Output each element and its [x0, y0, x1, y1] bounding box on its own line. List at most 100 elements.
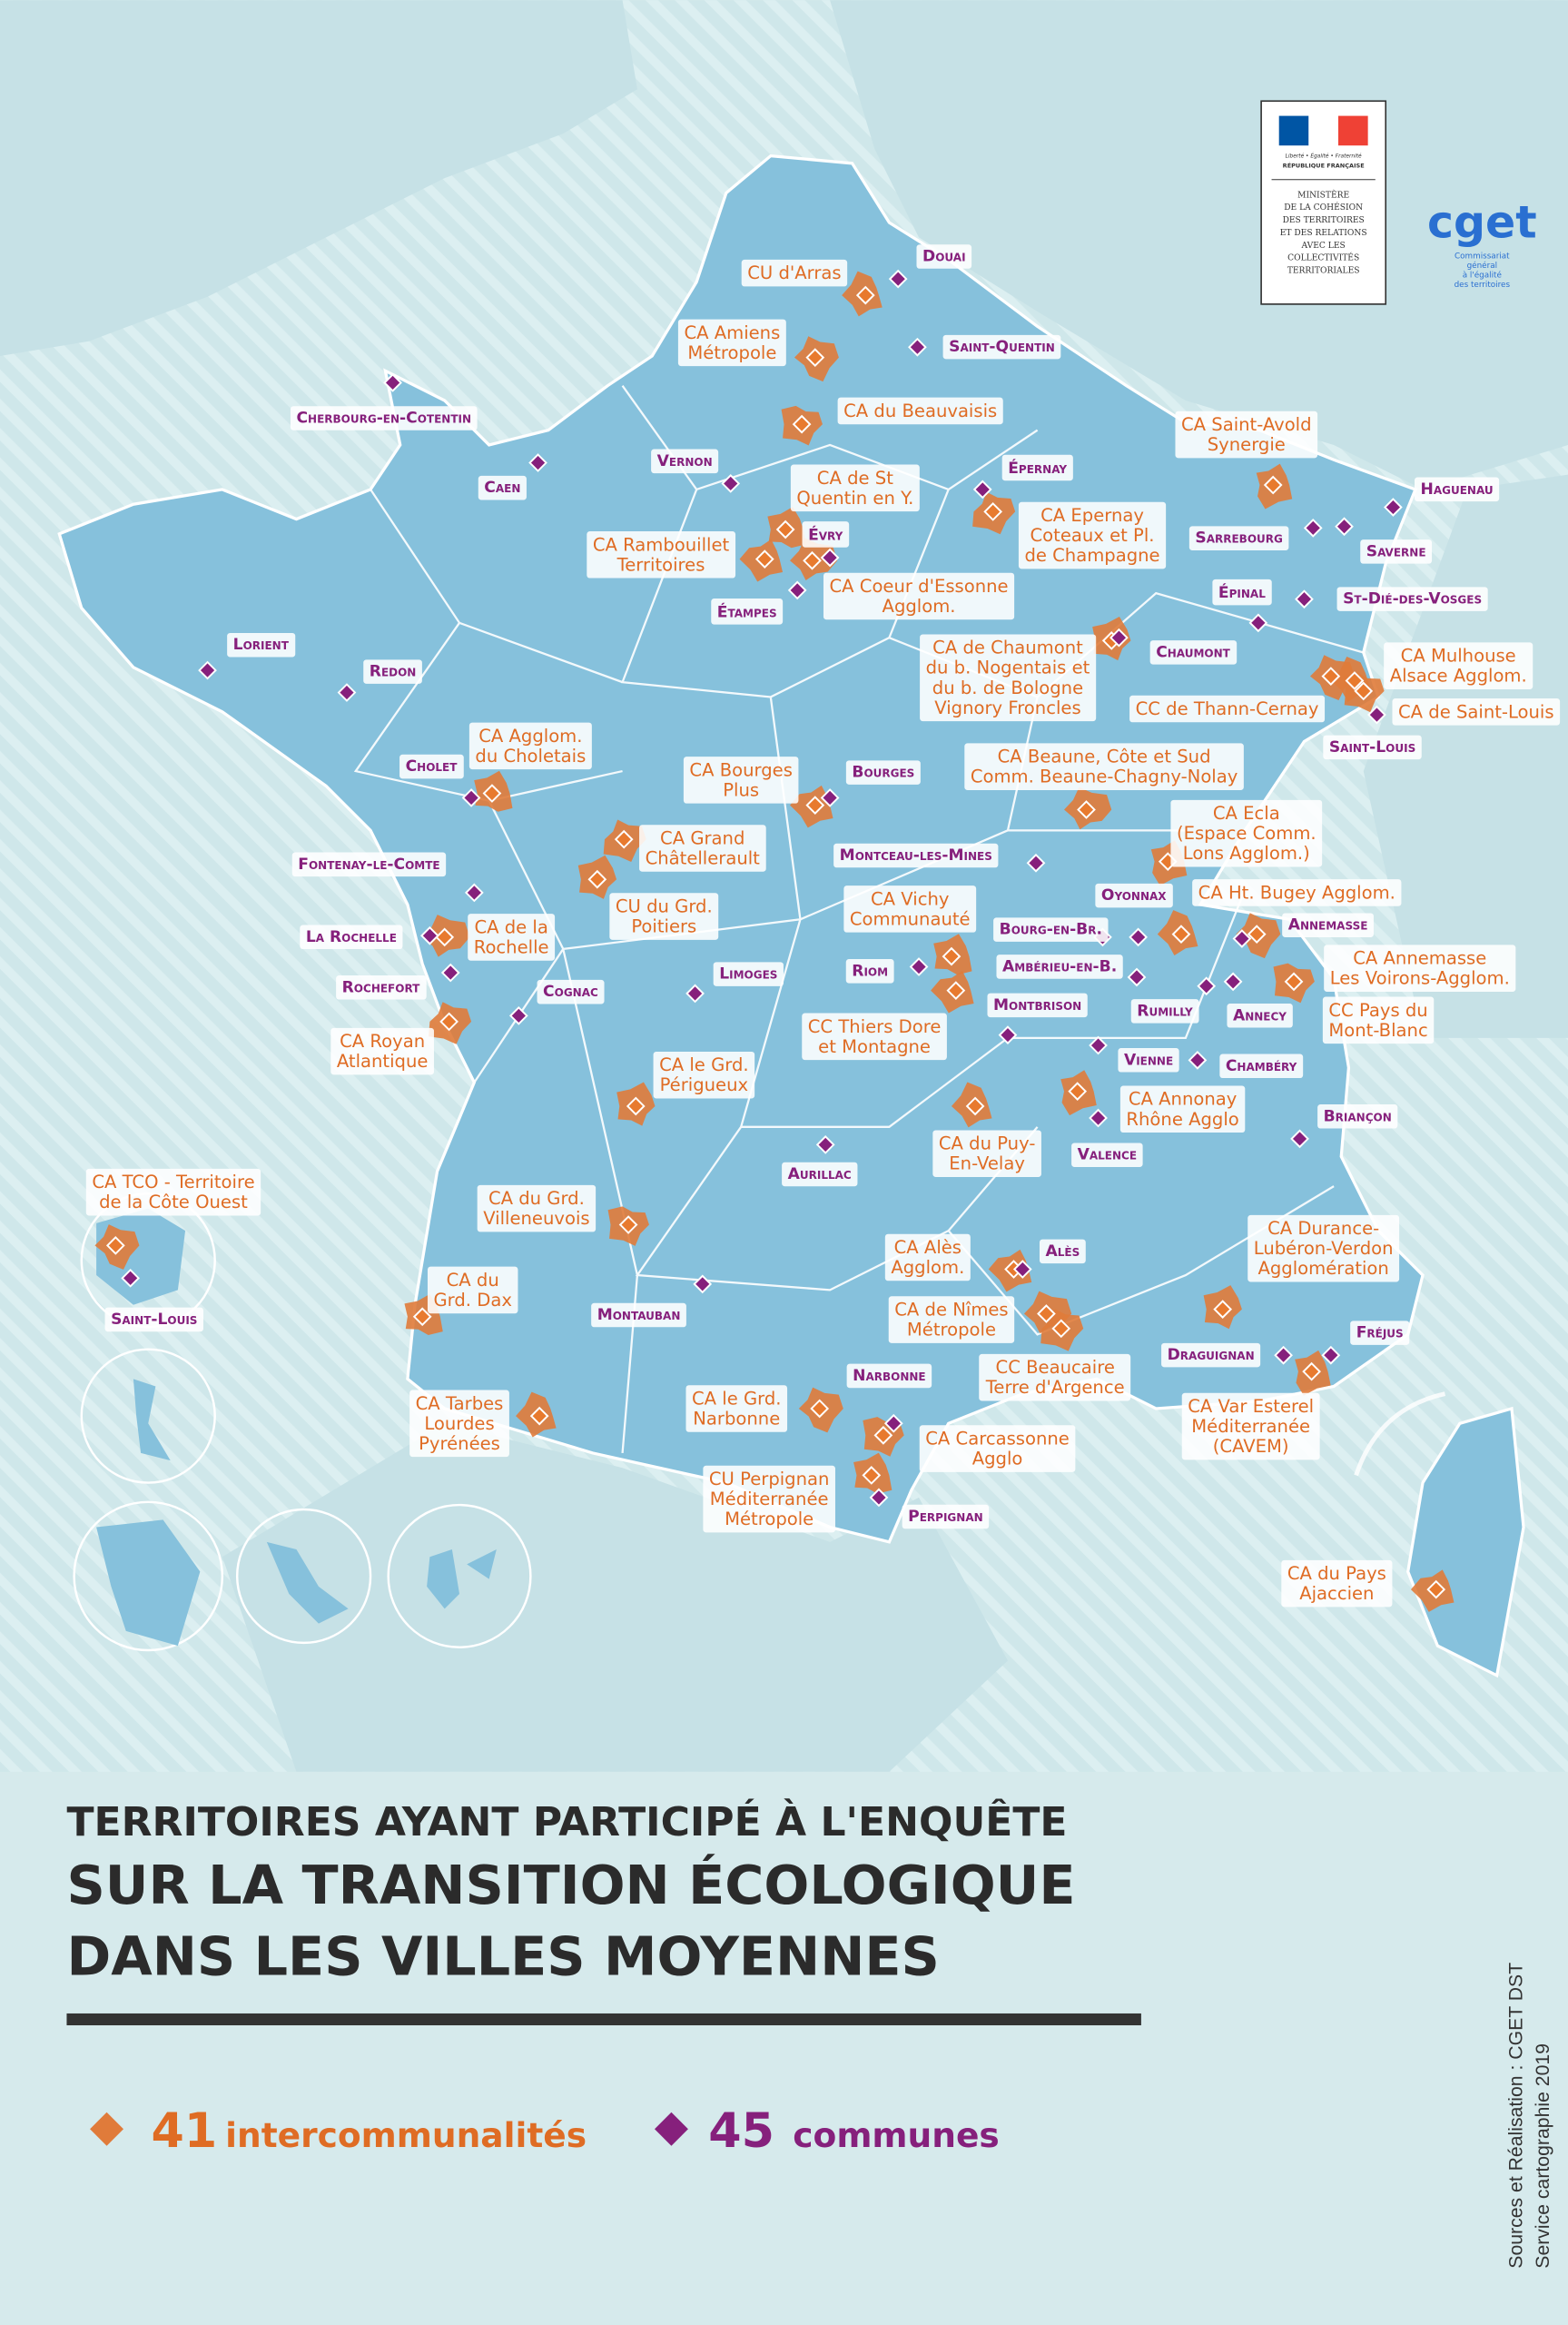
label-box	[1414, 477, 1500, 502]
commune-marker	[1303, 519, 1323, 538]
commune-name: Fréjus	[1356, 1324, 1404, 1342]
commune-label: Lorient	[227, 632, 296, 658]
label-line: Agglo	[972, 1449, 1023, 1469]
commune-name: Riom	[852, 962, 888, 980]
commune-name: Alès	[1046, 1242, 1080, 1261]
label-line: CA Ht. Bugey Agglom.	[1198, 882, 1395, 903]
intercommunality-marker	[805, 348, 825, 368]
commune-label: Valence	[1071, 1143, 1143, 1167]
legend-label: communes	[793, 2115, 999, 2155]
label-line: CA Coeur d'Essonne	[829, 576, 1008, 597]
commune-name: Caen	[484, 479, 520, 497]
intercommunality-label: CA Agglom. du Choletais	[468, 722, 592, 770]
intercommunality-name: CA Mulhouse Alsace Agglom.	[1390, 646, 1527, 687]
intercommunality-name: CA Durance-Lubéron-Verdon Agglomération	[1254, 1218, 1394, 1279]
label-box	[1149, 640, 1238, 665]
logo-ministry: TERRITORIALES	[1287, 267, 1360, 276]
intercommunality-marker	[435, 927, 455, 947]
logo-ministry: ET DES RELATIONS	[1280, 229, 1367, 238]
intercommunality-name: CA de Saint-Louis	[1398, 701, 1554, 722]
label-line: Métropole	[687, 342, 776, 363]
intercommunality-label: CU du Grd. Poitiers	[609, 893, 719, 940]
label-line: Mont-Blanc	[1328, 1020, 1427, 1041]
commune-label: Perpignan	[902, 1504, 990, 1529]
intercommunality-name: CA Saint-Avold Synergie	[1181, 414, 1312, 455]
intercommunality-name: CA du Grd. Dax	[434, 1270, 512, 1311]
intercommunality-marker	[1354, 681, 1374, 701]
intercommunality-label: CA du Puy-En-Velay	[932, 1130, 1041, 1178]
commune-marker	[464, 883, 484, 903]
label-box	[1324, 945, 1516, 992]
commune-marker	[998, 1025, 1018, 1044]
commune-label: Chambéry	[1219, 1054, 1304, 1079]
intercommunality-label: CA Coeur d'Essonne Agglom.	[823, 572, 1015, 620]
label-box	[1212, 579, 1272, 606]
commune-marker	[528, 453, 547, 472]
commune-marker	[693, 1274, 713, 1294]
label-box	[1181, 1392, 1320, 1460]
intercommunality-label: CA Carcassonne Agglo	[919, 1425, 1076, 1472]
intercommunality-marker	[805, 796, 825, 815]
commune-label: Limoges	[713, 962, 784, 986]
label-line: Méditerranée	[1191, 1416, 1310, 1437]
commune-name: Aurillac	[788, 1165, 852, 1183]
markers	[105, 269, 1446, 1599]
label-box	[1392, 698, 1561, 726]
label-box	[703, 1465, 835, 1533]
label-box	[651, 449, 719, 474]
intercommunality-marker	[618, 1215, 638, 1234]
label-box	[845, 959, 894, 984]
label-box	[964, 743, 1244, 790]
label-line: Agglomération	[1257, 1258, 1388, 1279]
label-box	[833, 843, 999, 868]
logo-ministry: DE LA COHÉSION	[1284, 202, 1363, 213]
commune-marker	[721, 474, 741, 493]
title-line: DANS LES VILLES MOYENNES	[66, 1925, 939, 1988]
commune-name: Saverne	[1366, 542, 1426, 560]
label-line: CA Grand	[660, 827, 745, 848]
label-box	[1336, 587, 1488, 611]
intercommunality-name: CA de la Rochelle	[474, 916, 549, 957]
label-line: CA le Grd.	[659, 1054, 749, 1075]
commune-marker	[820, 788, 840, 807]
label-box	[837, 397, 1003, 425]
intercommunality-marker	[412, 1307, 432, 1327]
commune-name: Étampes	[717, 601, 777, 621]
commune-name: Rumilly	[1137, 1002, 1193, 1020]
commune-name: Bourg-en-Br.	[1000, 921, 1102, 939]
label-line: CA Durance-	[1267, 1218, 1379, 1239]
logo-republic: RÉPUBLIQUE FRANÇAISE	[1283, 162, 1365, 170]
label-box	[1119, 1085, 1246, 1133]
label-line: CC Pays du	[1328, 1000, 1427, 1021]
commune-name: Briançon	[1324, 1107, 1392, 1125]
intercommunality-name: CA Beaune, Côte et Sud Comm. Beaune-Chagn…	[971, 747, 1238, 787]
label-box	[1317, 1104, 1398, 1129]
intercommunality-name: CU du Grd. Poitiers	[616, 896, 713, 937]
label-line: Périgueux	[660, 1074, 749, 1095]
intercommunality-label: CA Durance-Lubéron-Verdon Agglomération	[1247, 1214, 1400, 1282]
label-line: CA Royan	[340, 1031, 425, 1052]
intercommunality-label: CA Beaune, Côte et Sud Comm. Beaune-Chagn…	[964, 743, 1244, 790]
label-line: Comm. Beaune-Chagny-Nolay	[971, 767, 1238, 787]
label-line: Narbonne	[693, 1409, 780, 1430]
logo-ministry: AVEC LES	[1301, 242, 1346, 251]
label-box	[609, 893, 719, 940]
commune-label: Sarrebourg	[1188, 526, 1289, 550]
intercommunality-label: CA le Grd. Périgueux	[653, 1051, 755, 1099]
label-line: CA du Beauvaisis	[843, 401, 997, 421]
commune-label: Saint-Quentin	[942, 334, 1061, 360]
label-box	[1350, 1321, 1410, 1345]
commune-label: Narbonne	[846, 1363, 932, 1389]
label-box	[802, 521, 850, 548]
label-line: Synergie	[1208, 434, 1286, 455]
intercommunality-name: CA du Grd. Villeneuvois	[483, 1188, 589, 1229]
commune-label: Vernon	[651, 449, 719, 474]
intercommunality-label: CU d'Arras	[741, 259, 848, 287]
commune-marker	[1109, 628, 1129, 648]
commune-marker	[685, 984, 705, 1004]
label-box	[1247, 1214, 1400, 1282]
commune-label: Ambérieu-en-B.	[996, 955, 1123, 979]
label-box	[1175, 411, 1318, 459]
commune-marker	[420, 925, 439, 945]
intercommunality-name: CA Annonay Rhône Agglo	[1126, 1089, 1238, 1130]
